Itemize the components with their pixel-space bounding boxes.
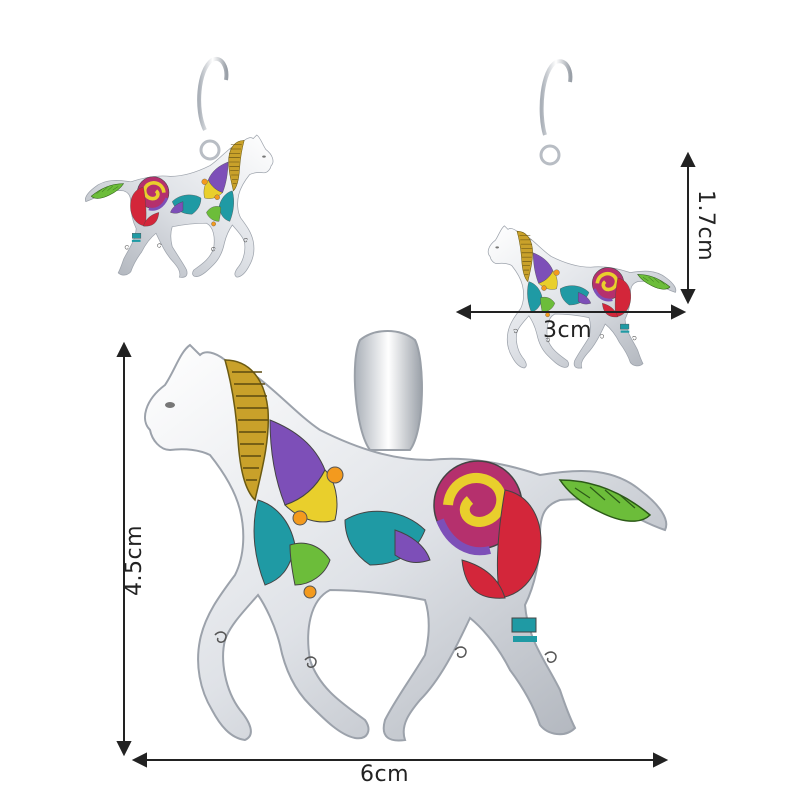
label-earring-height: 1.7cm bbox=[693, 190, 718, 262]
label-pendant-width: 6cm bbox=[360, 762, 410, 787]
dimension-arrow-3cm bbox=[455, 304, 687, 320]
pendant-horse bbox=[145, 330, 666, 740]
label-earring-width: 3cm bbox=[543, 318, 593, 343]
label-pendant-height: 4.5cm bbox=[122, 524, 147, 596]
dimension-arrow-6cm bbox=[131, 752, 669, 768]
earring-right bbox=[486, 59, 678, 370]
earring-left bbox=[83, 56, 275, 280]
dimension-arrow-4-5cm bbox=[116, 341, 132, 757]
dimension-arrow-1-7cm bbox=[680, 151, 696, 305]
